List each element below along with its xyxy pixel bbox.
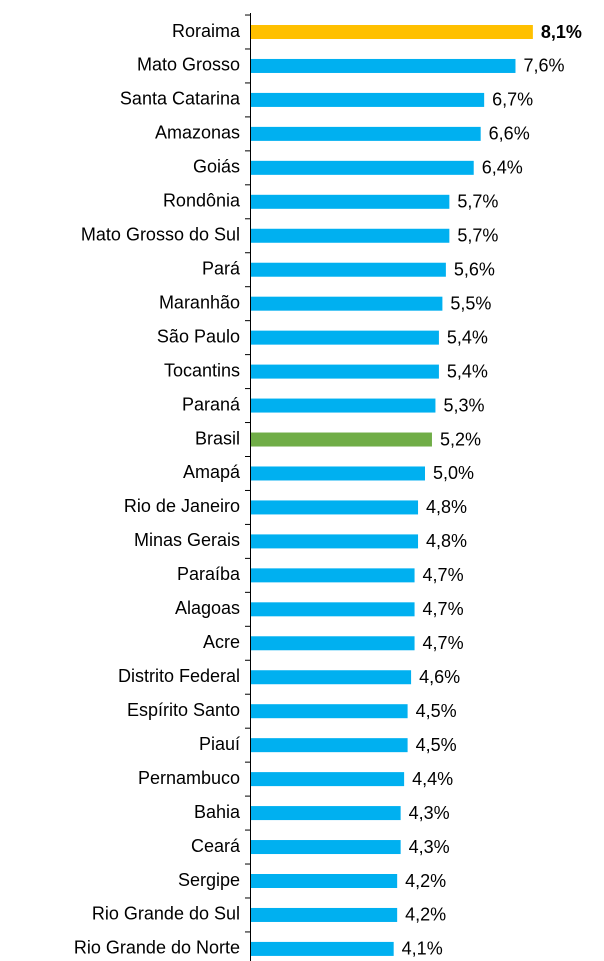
category-label: Pará bbox=[202, 258, 241, 278]
category-label: Piauí bbox=[199, 734, 240, 754]
category-label: Ceará bbox=[191, 836, 241, 856]
bar bbox=[251, 500, 419, 515]
bar bbox=[251, 840, 401, 855]
bar bbox=[251, 907, 398, 922]
bar bbox=[251, 92, 485, 107]
bar bbox=[251, 364, 439, 379]
bar bbox=[251, 126, 481, 141]
value-label: 4,2% bbox=[405, 905, 446, 925]
value-label: 6,4% bbox=[482, 158, 523, 178]
category-label: Rio Grande do Sul bbox=[92, 904, 240, 924]
category-label: São Paulo bbox=[157, 326, 240, 346]
category-label: Roraima bbox=[172, 21, 241, 41]
value-label: 5,4% bbox=[447, 361, 488, 381]
category-label: Bahia bbox=[194, 802, 241, 822]
bar bbox=[251, 806, 401, 821]
category-label: Paraná bbox=[182, 394, 241, 414]
category-label: Rio Grande do Norte bbox=[74, 938, 240, 958]
value-label: 5,0% bbox=[433, 463, 474, 483]
bar bbox=[251, 636, 415, 651]
bar bbox=[251, 160, 474, 175]
bar bbox=[251, 941, 394, 956]
value-label: 5,6% bbox=[454, 259, 495, 279]
value-label: 5,7% bbox=[457, 192, 498, 212]
value-label: 4,5% bbox=[416, 735, 457, 755]
category-label: Tocantins bbox=[164, 360, 240, 380]
value-label: 6,6% bbox=[489, 124, 530, 144]
category-label: Amazonas bbox=[155, 123, 240, 143]
bar bbox=[251, 738, 408, 753]
category-label: Distrito Federal bbox=[118, 666, 240, 686]
bar bbox=[251, 432, 432, 447]
category-label: Paraíba bbox=[177, 564, 241, 584]
category-label: Santa Catarina bbox=[120, 89, 241, 109]
value-label: 4,7% bbox=[423, 599, 464, 619]
value-label: 4,5% bbox=[416, 701, 457, 721]
value-label: 4,1% bbox=[402, 939, 443, 959]
value-label: 4,7% bbox=[423, 633, 464, 653]
value-label: 5,2% bbox=[440, 429, 481, 449]
bar bbox=[251, 228, 450, 243]
category-label: Rio de Janeiro bbox=[124, 496, 240, 516]
bar bbox=[251, 704, 408, 719]
value-label: 4,8% bbox=[426, 497, 467, 517]
bar bbox=[251, 602, 415, 617]
category-label: Maranhão bbox=[159, 292, 240, 312]
value-label: 6,7% bbox=[492, 90, 533, 110]
bar bbox=[251, 262, 446, 277]
category-label: Rondônia bbox=[163, 191, 241, 211]
bar bbox=[251, 772, 405, 787]
category-label: Sergipe bbox=[178, 870, 240, 890]
value-label: 4,6% bbox=[419, 667, 460, 687]
value-label: 5,3% bbox=[443, 395, 484, 415]
value-label: 4,2% bbox=[405, 871, 446, 891]
value-label: 8,1% bbox=[541, 22, 582, 42]
category-label: Mato Grosso do Sul bbox=[81, 225, 240, 245]
bar bbox=[251, 398, 436, 413]
category-label: Espírito Santo bbox=[127, 700, 240, 720]
category-label: Acre bbox=[203, 632, 240, 652]
bar bbox=[251, 25, 533, 39]
value-label: 4,4% bbox=[412, 769, 453, 789]
bar bbox=[251, 330, 439, 345]
category-label: Minas Gerais bbox=[134, 530, 240, 550]
bar bbox=[251, 534, 419, 549]
bar bbox=[251, 58, 516, 73]
value-label: 4,3% bbox=[409, 803, 450, 823]
value-label: 4,8% bbox=[426, 531, 467, 551]
category-label: Goiás bbox=[193, 157, 240, 177]
category-label: Pernambuco bbox=[138, 768, 240, 788]
value-label: 7,6% bbox=[523, 56, 564, 76]
category-label: Mato Grosso bbox=[137, 55, 240, 75]
bar bbox=[251, 874, 398, 888]
value-label: 4,3% bbox=[409, 837, 450, 857]
category-label: Brasil bbox=[195, 428, 240, 448]
value-label: 4,7% bbox=[423, 565, 464, 585]
bar bbox=[251, 296, 443, 311]
bar bbox=[251, 466, 425, 481]
category-label: Amapá bbox=[183, 462, 241, 482]
value-label: 5,5% bbox=[450, 293, 491, 313]
category-label: Alagoas bbox=[175, 598, 240, 618]
bar bbox=[251, 568, 415, 583]
value-label: 5,4% bbox=[447, 327, 488, 347]
bar bbox=[251, 670, 412, 685]
bar bbox=[251, 194, 450, 209]
value-label: 5,7% bbox=[457, 226, 498, 246]
